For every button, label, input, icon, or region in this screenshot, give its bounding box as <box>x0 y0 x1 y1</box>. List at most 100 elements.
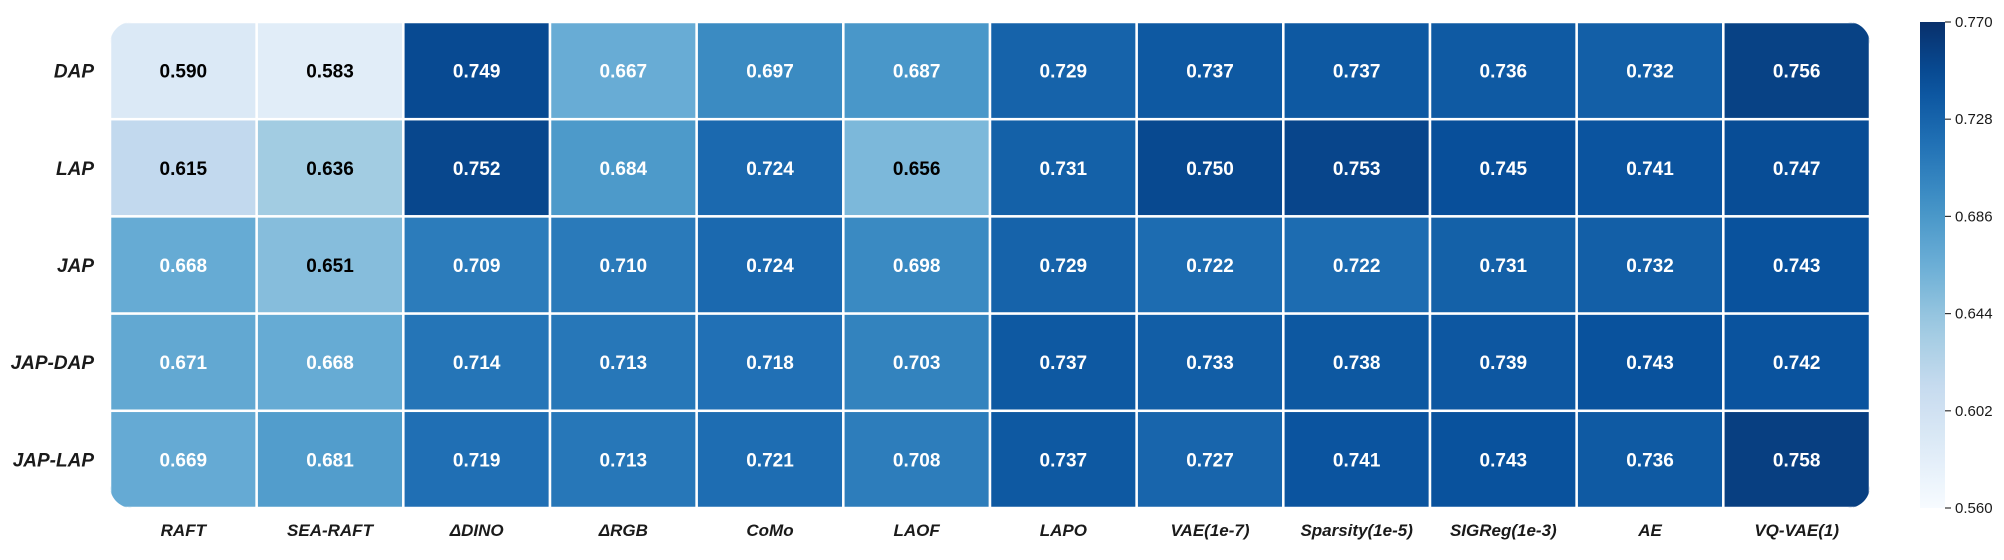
cell-value-label: 0.615 <box>160 159 208 180</box>
heatmap-cell-jap-lap-7 <box>988 409 1138 508</box>
column-label: LAOF <box>894 521 941 540</box>
cell-value-label: 0.756 <box>1773 62 1821 83</box>
heatmap-cell-jap-lap-12 <box>1722 409 1870 508</box>
cell-value-label: 0.729 <box>1040 62 1088 83</box>
cell-value-label: 0.651 <box>306 256 354 277</box>
cell-value-label: 0.636 <box>306 159 354 180</box>
row-labels: DAP LAP JAP JAP-DAP JAP-LAP <box>11 62 95 472</box>
heatmap-cell-lap-10 <box>1428 117 1578 218</box>
cell-value-label: 0.743 <box>1773 256 1821 277</box>
cell-value-label: 0.742 <box>1773 353 1821 374</box>
row-label: JAP-DAP <box>11 353 95 374</box>
cell-value-label: 0.667 <box>600 62 648 83</box>
heatmap-cell-jap-lap-6 <box>842 409 992 508</box>
cell-value-label: 0.724 <box>746 159 794 180</box>
cell-value-label: 0.698 <box>893 256 941 277</box>
cell-value-label: 0.703 <box>893 353 941 374</box>
colorbar-tick-label: 0.686 <box>1955 208 1993 225</box>
heatmap-cell-dap-7 <box>988 22 1138 121</box>
heatmap-cell-dap-5 <box>695 22 845 121</box>
colorbar-tick-label: 0.644 <box>1955 306 1993 323</box>
heatmap-cell-dap-11 <box>1575 22 1725 121</box>
cell-value-label: 0.590 <box>160 62 208 83</box>
heatmap-cell-jap-7 <box>988 215 1138 315</box>
cell-value-label: 0.732 <box>1626 62 1674 83</box>
cell-value-label: 0.710 <box>600 256 648 277</box>
cell-value-label: 0.737 <box>1040 450 1088 471</box>
heatmap-cell-lap-5 <box>695 117 845 218</box>
cell-value-label: 0.737 <box>1186 62 1234 83</box>
cell-value-label: 0.656 <box>893 159 941 180</box>
heatmap-cell-jap-2 <box>255 215 405 315</box>
cell-value-label: 0.713 <box>600 353 648 374</box>
cell-value-label: 0.739 <box>1480 353 1528 374</box>
heatmap-cells <box>110 22 1870 508</box>
cell-value-label: 0.736 <box>1626 450 1674 471</box>
cell-value-label: 0.741 <box>1333 450 1381 471</box>
cell-value-label: 0.758 <box>1773 450 1821 471</box>
heatmap-cell-jap-12 <box>1722 215 1870 315</box>
column-label: SIGReg(1e-3) <box>1450 521 1557 540</box>
cell-value-labels: 0.590 0.583 0.749 0.667 0.697 0.687 0.729 0.737… <box>160 62 1821 472</box>
cell-value-label: 0.743 <box>1480 450 1528 471</box>
cell-value-label: 0.749 <box>453 62 501 83</box>
heatmap-cell-jap-lap-9 <box>1282 409 1432 508</box>
cell-value-label: 0.729 <box>1040 256 1088 277</box>
heatmap-cell-jap-3 <box>402 215 552 315</box>
column-label: ΔRGB <box>598 521 648 540</box>
column-label: CoMo <box>746 521 793 540</box>
colorbar-gradient <box>1920 22 1945 508</box>
cell-value-label: 0.745 <box>1480 159 1528 180</box>
heatmap-cell-lap-9 <box>1282 117 1432 218</box>
colorbar-tick-label: 0.770 <box>1955 14 1993 31</box>
cell-value-label: 0.714 <box>453 353 501 374</box>
heatmap-cell-lap-11 <box>1575 117 1725 218</box>
cell-value-label: 0.684 <box>600 159 648 180</box>
cell-value-label: 0.668 <box>306 353 354 374</box>
column-labels: RAFT SEA-RAFT ΔDINO ΔRGB CoMo LAOF LAPO VAE(1e-… <box>161 521 1840 540</box>
column-label: LAPO <box>1040 521 1087 540</box>
heatmap-cell-jap-lap-2 <box>255 409 405 508</box>
cell-value-label: 0.721 <box>746 450 794 471</box>
column-label: ΔDINO <box>449 521 504 540</box>
cell-value-label: 0.753 <box>1333 159 1381 180</box>
cell-value-label: 0.743 <box>1626 353 1674 374</box>
row-label: JAP-LAP <box>13 450 95 471</box>
cell-value-label: 0.727 <box>1186 450 1234 471</box>
cell-value-label: 0.737 <box>1040 353 1088 374</box>
colorbar-tick-label: 0.728 <box>1955 111 1993 128</box>
cell-value-label: 0.708 <box>893 450 941 471</box>
heatmap-cell-lap-12 <box>1722 117 1870 218</box>
cell-value-label: 0.583 <box>306 62 354 83</box>
heatmap-cell-dap-8 <box>1135 22 1285 121</box>
heatmap-cell-jap-1 <box>110 215 258 315</box>
row-label: JAP <box>57 256 94 277</box>
cell-value-label: 0.671 <box>160 353 208 374</box>
cell-value-label: 0.733 <box>1186 353 1234 374</box>
cell-value-label: 0.750 <box>1186 159 1234 180</box>
heatmap-cell-jap-dap-11 <box>1575 312 1725 413</box>
heatmap-cell-jap-8 <box>1135 215 1285 315</box>
cell-value-label: 0.752 <box>453 159 501 180</box>
cell-value-label: 0.738 <box>1333 353 1381 374</box>
colorbar: 0.560 0.602 0.644 0.686 0.728 0.770 <box>1920 14 1993 517</box>
heatmap-cell-lap-6 <box>842 117 992 218</box>
row-label: LAP <box>56 159 94 180</box>
heatmap-cell-jap-dap-12 <box>1722 312 1870 413</box>
heatmap-cell-jap-dap-7 <box>988 312 1138 413</box>
cell-value-label: 0.732 <box>1626 256 1674 277</box>
heatmap-cell-lap-2 <box>255 117 405 218</box>
heatmap-cell-dap-2 <box>255 22 405 121</box>
cell-value-label: 0.736 <box>1480 62 1528 83</box>
column-label: RAFT <box>161 521 208 540</box>
heatmap-cell-lap-8 <box>1135 117 1285 218</box>
heatmap-cell-jap-dap-10 <box>1428 312 1578 413</box>
heatmap-cell-dap-4 <box>548 22 698 121</box>
column-label: Sparsity(1e-5) <box>1300 521 1413 540</box>
cell-value-label: 0.731 <box>1480 256 1528 277</box>
heatmap-cell-jap-dap-4 <box>548 312 698 413</box>
cell-value-label: 0.722 <box>1333 256 1381 277</box>
heatmap-cell-jap-4 <box>548 215 698 315</box>
heatmap-cell-jap-lap-8 <box>1135 409 1285 508</box>
